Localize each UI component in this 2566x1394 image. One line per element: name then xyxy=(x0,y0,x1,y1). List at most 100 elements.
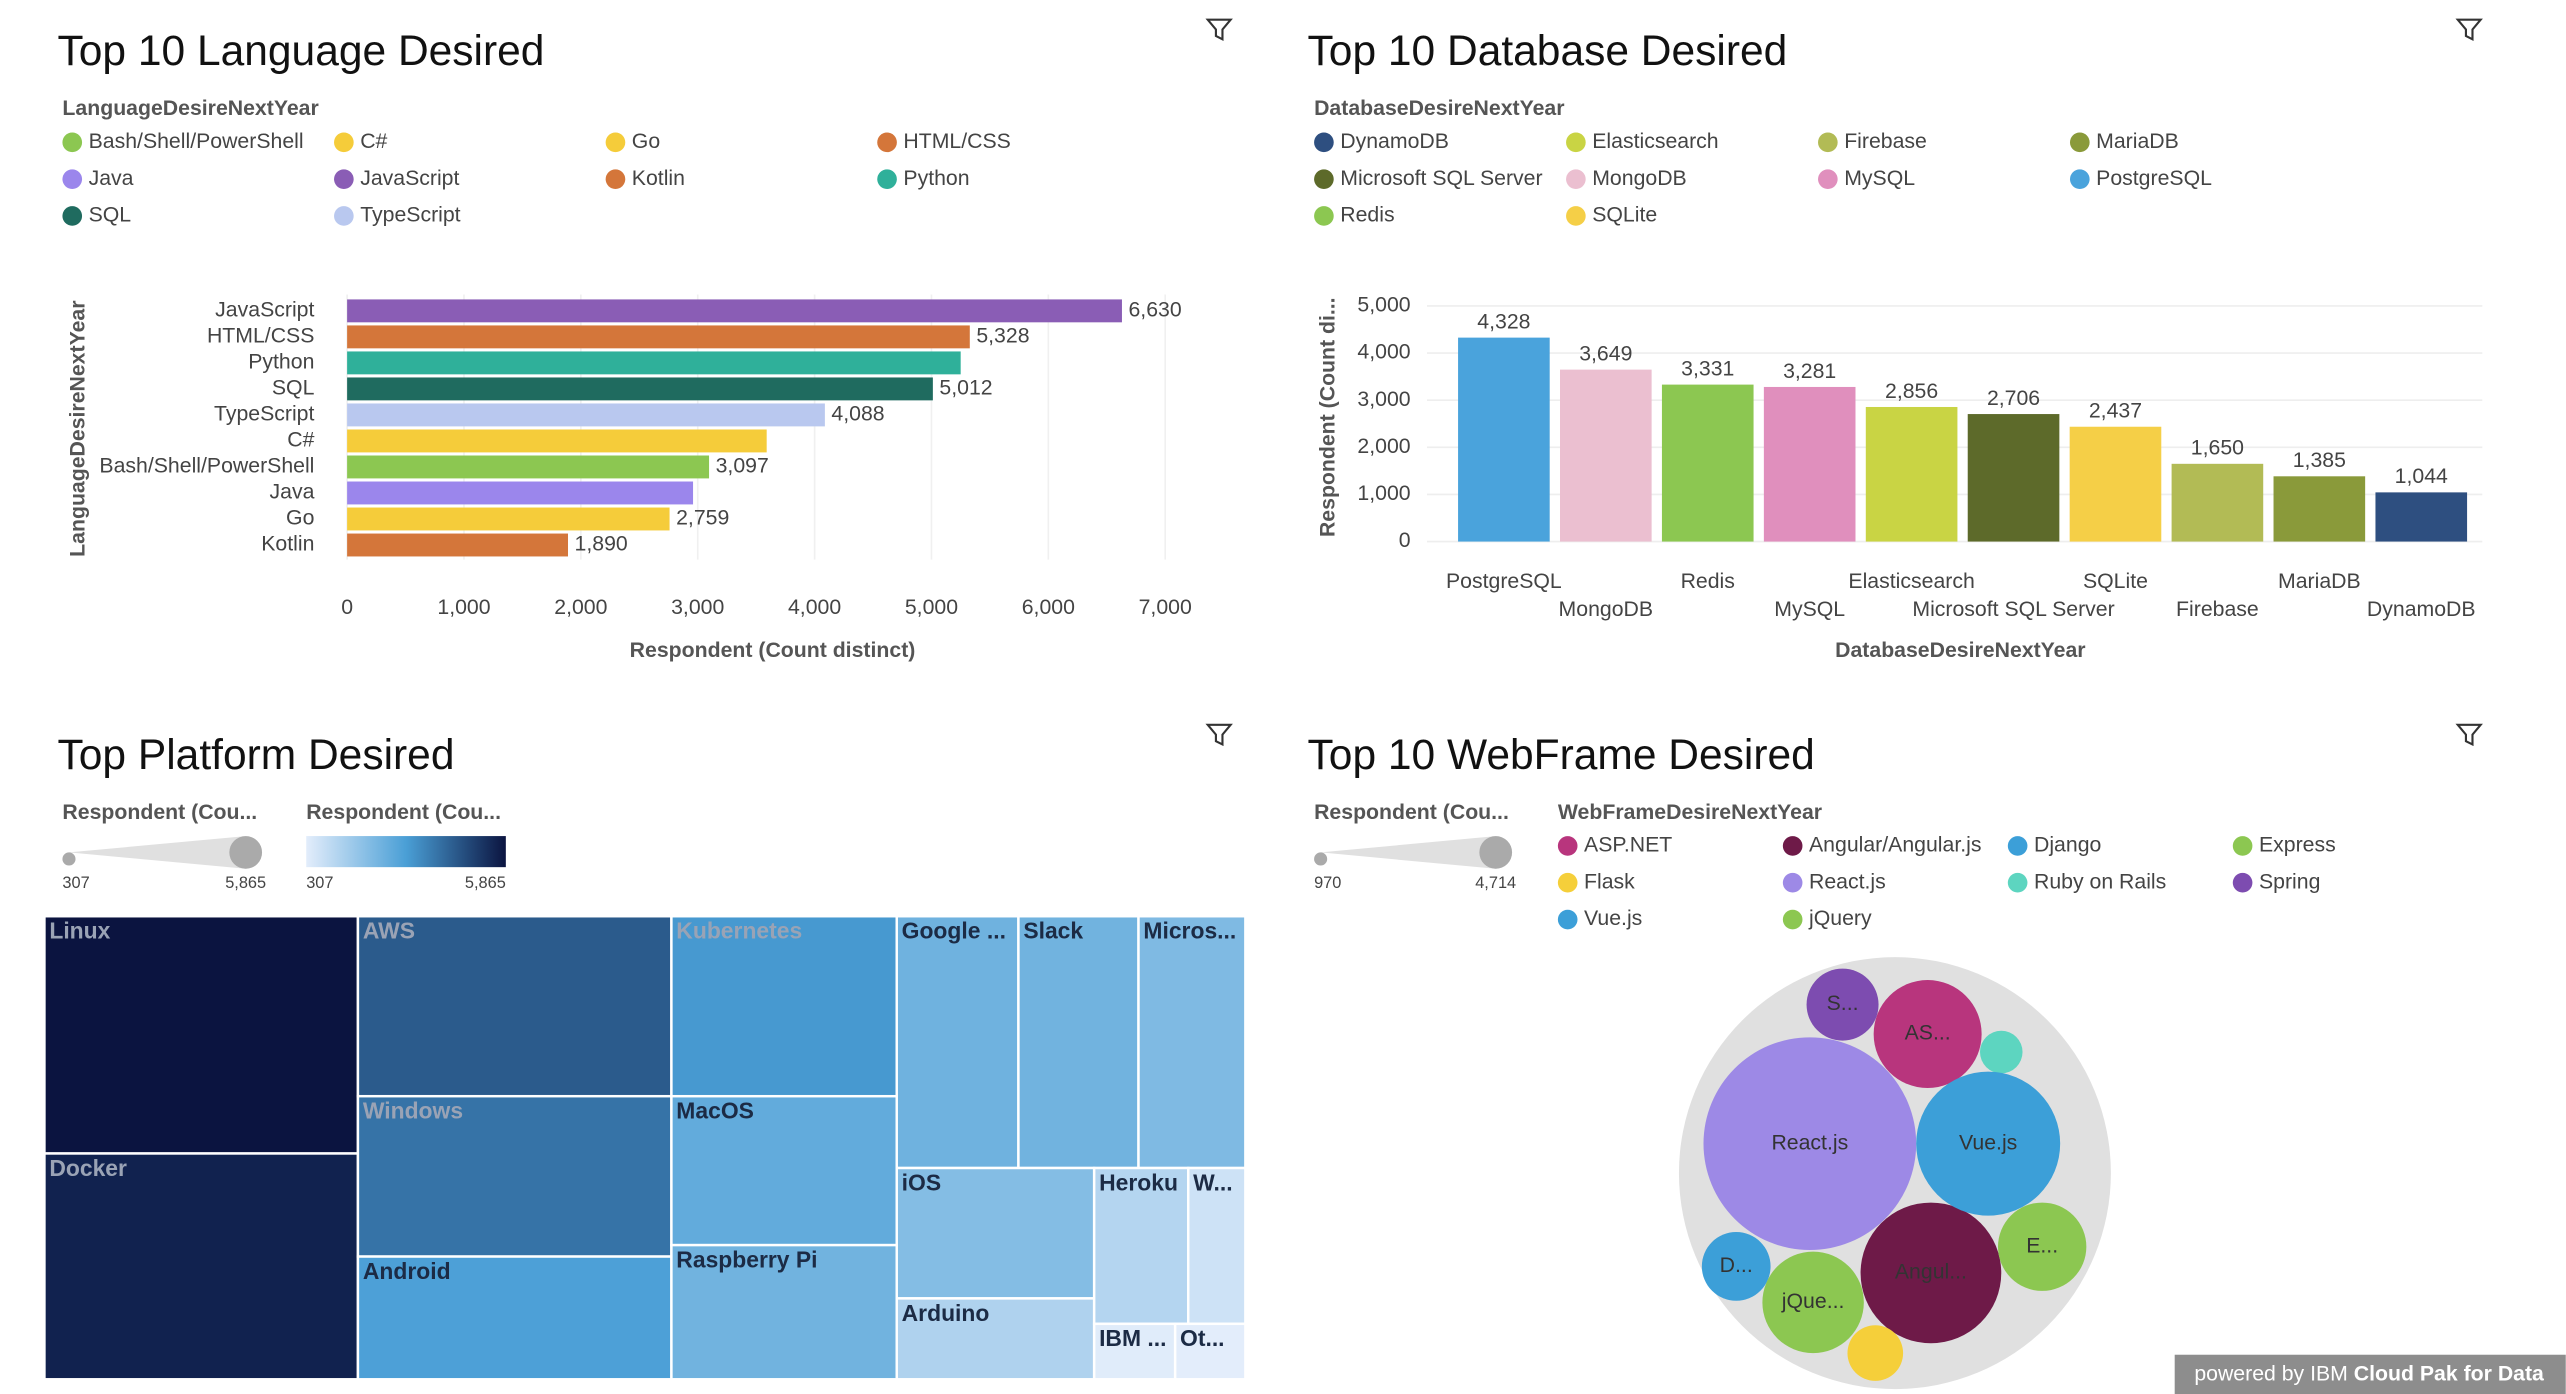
bubble xyxy=(1916,1071,2061,1216)
filter-icon[interactable] xyxy=(2455,18,2483,41)
tile xyxy=(670,1243,898,1381)
size-legend-label: 4,714 xyxy=(1475,874,1516,892)
legend-swatch xyxy=(1557,836,1578,856)
bar xyxy=(2069,426,2162,542)
legend-swatch xyxy=(62,169,83,189)
legend-swatch xyxy=(2007,872,2028,893)
y-tick-label: C# xyxy=(287,428,314,452)
filter-icon[interactable] xyxy=(1205,723,1233,747)
x-tick-label: Redis xyxy=(1681,569,1735,593)
x-tick-label: 0 xyxy=(341,595,353,619)
y-tick-label: Bash/Shell/PowerShell xyxy=(99,454,314,478)
size-legend-label: 5,865 xyxy=(225,874,266,892)
size-legend-max xyxy=(229,836,263,869)
legend-label: SQLite xyxy=(1592,203,1657,227)
tile xyxy=(1092,1166,1190,1326)
value-label: 1,890 xyxy=(575,532,628,556)
x-tick-label: DynamoDB xyxy=(2367,597,2476,621)
bubble xyxy=(1847,1325,1904,1381)
y-axis-label: LanguageDesireNextYear xyxy=(65,301,89,557)
legend-label: MySQL xyxy=(1844,166,1915,190)
x-tick-label: Microsoft SQL Server xyxy=(1912,597,2114,621)
bar xyxy=(1458,337,1550,542)
legend-swatch xyxy=(2232,872,2253,893)
tile-label: AWS xyxy=(363,918,415,944)
legend-swatch xyxy=(334,132,354,153)
y-tick-label: Kotlin xyxy=(261,532,314,556)
bubble xyxy=(1703,1037,1917,1251)
filter-shape[interactable] xyxy=(1205,723,1233,747)
bubble-label: D... xyxy=(1720,1253,1753,1277)
color-legend-label: 307 xyxy=(306,874,333,892)
tile-label: Slack xyxy=(1023,918,1083,944)
legend-label: C# xyxy=(360,129,387,153)
bubble xyxy=(1860,1202,2002,1344)
legend-swatch xyxy=(1314,132,1334,153)
legend-label: TypeScript xyxy=(360,203,460,227)
filter-icon[interactable] xyxy=(2455,723,2483,747)
y-tick-label: Java xyxy=(270,480,315,504)
legend-label: JavaScript xyxy=(360,166,459,190)
y-tick-label: HTML/CSS xyxy=(207,323,314,347)
size-legend-min xyxy=(1314,852,1328,866)
legend-label: MongoDB xyxy=(1592,166,1687,190)
y-tick-label: Go xyxy=(286,506,314,530)
value-label: 5,012 xyxy=(939,376,992,400)
filter-shape[interactable] xyxy=(1205,18,1233,41)
bubble xyxy=(1980,1030,2023,1074)
bubble-label: AS... xyxy=(1905,1021,1951,1045)
legend-label: jQuery xyxy=(1808,906,1872,930)
tile xyxy=(895,1166,1096,1300)
legend-label: DynamoDB xyxy=(1340,129,1449,153)
bubble xyxy=(1701,1232,1771,1301)
x-tick-label: 6,000 xyxy=(1022,595,1075,619)
value-label: 5,328 xyxy=(976,323,1029,347)
y-tick-label: 5,000 xyxy=(1357,293,1410,317)
bubble xyxy=(1762,1251,1864,1354)
tile-label: MacOS xyxy=(676,1098,754,1124)
legend-swatch xyxy=(1782,836,1803,856)
size-legend-title: Respondent (Cou... xyxy=(62,800,257,824)
tile-label: Raspberry Pi xyxy=(676,1247,817,1273)
legend-swatch xyxy=(2232,836,2253,856)
bar xyxy=(347,403,825,427)
legend-swatch xyxy=(1557,909,1578,930)
filter-shape[interactable] xyxy=(2455,723,2483,747)
footer: powered by IBM Cloud Pak for Data xyxy=(2194,1361,2544,1385)
legend-label: Firebase xyxy=(1844,129,1927,153)
legend-swatch xyxy=(62,132,83,153)
tile xyxy=(43,915,360,1155)
tile-label: Linux xyxy=(49,918,110,944)
bar xyxy=(1560,369,1652,542)
bar xyxy=(347,299,1122,323)
bar xyxy=(2273,476,2366,542)
tile xyxy=(43,1152,360,1381)
y-tick-label: 3,000 xyxy=(1357,387,1410,411)
x-tick-label: MongoDB xyxy=(1559,597,1654,621)
x-tick-label: SQLite xyxy=(2083,569,2148,593)
tile xyxy=(356,1255,673,1381)
legend-label: HTML/CSS xyxy=(903,129,1010,153)
legend-title: WebFrameDesireNextYear xyxy=(1558,800,1822,824)
legend-label: Bash/Shell/PowerShell xyxy=(89,129,304,153)
size-legend-track xyxy=(68,836,263,869)
filter-icon[interactable] xyxy=(1205,18,1233,41)
bar xyxy=(347,351,961,375)
value-label: 1,385 xyxy=(2293,448,2346,472)
footer-brand: Cloud Pak for Data xyxy=(2354,1361,2544,1385)
value-label: 1,044 xyxy=(2395,464,2448,488)
bar xyxy=(2375,492,2468,542)
legend-title: DatabaseDesireNextYear xyxy=(1314,96,1564,120)
legend-label: Python xyxy=(903,166,969,190)
value-label: 6,630 xyxy=(1129,297,1182,321)
filter-shape[interactable] xyxy=(2455,18,2483,41)
chart-title: Top Platform Desired xyxy=(58,731,455,779)
bubble-label: React.js xyxy=(1771,1130,1848,1154)
bar xyxy=(347,377,933,401)
legend-swatch xyxy=(1314,169,1334,189)
color-legend-bar xyxy=(306,836,506,868)
x-tick-label: 5,000 xyxy=(905,595,958,619)
legend-label: Kotlin xyxy=(632,166,685,190)
x-tick-label: 2,000 xyxy=(554,595,607,619)
